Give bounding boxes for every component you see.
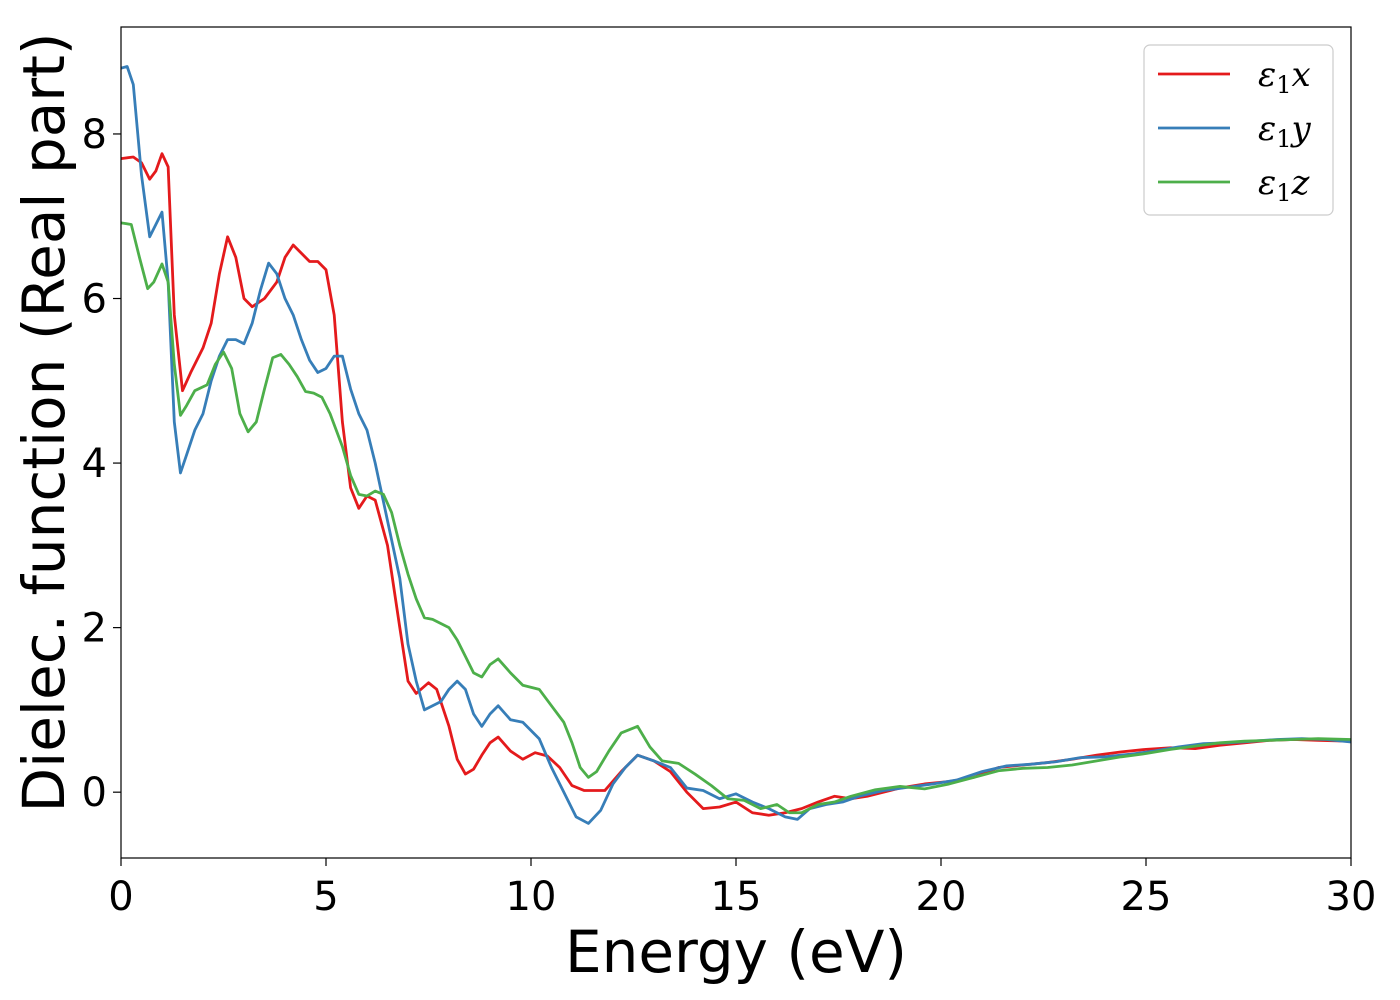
- y-tick-label: 2: [82, 606, 107, 652]
- y-tick-label: 8: [82, 112, 107, 158]
- y-axis-title: Dielec. function (Real part): [10, 32, 78, 812]
- legend-label-y: ε1y: [1258, 109, 1312, 153]
- series-group: [121, 65, 1351, 825]
- plot-area: 0 5 10 15 20 25 30 0 2 4 6 8 Energy (eV) Dielec. func…: [10, 26, 1377, 986]
- y-tick-label: 6: [82, 277, 107, 323]
- series-line-y: [121, 65, 1351, 825]
- x-tick-label: 5: [313, 874, 338, 920]
- x-tick-label: 30: [1326, 874, 1377, 920]
- legend-label-z: ε1z: [1258, 163, 1311, 207]
- series-line-z: [121, 221, 1351, 815]
- x-axis-title: Energy (eV): [565, 918, 907, 986]
- legend-label-x: ε1x: [1258, 55, 1311, 99]
- y-tick-label: 0: [82, 770, 107, 816]
- x-tick-label: 10: [506, 874, 557, 920]
- legend: ε1x ε1y ε1z: [1143, 44, 1334, 216]
- x-tick-label: 0: [108, 874, 133, 920]
- x-tick-label: 20: [916, 874, 967, 920]
- series-line-x: [121, 152, 1351, 817]
- y-tick-label: 4: [82, 441, 107, 487]
- x-tick-label: 15: [711, 874, 762, 920]
- legend-box: [1143, 44, 1334, 216]
- x-tick-label: 25: [1121, 874, 1172, 920]
